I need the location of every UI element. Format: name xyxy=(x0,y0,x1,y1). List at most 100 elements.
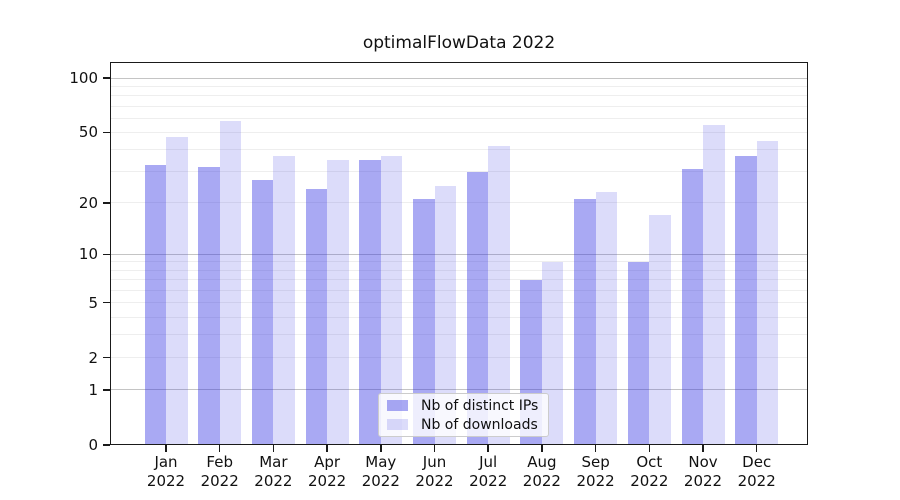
legend-swatch-icon-0 xyxy=(387,400,408,411)
bar-downloads-oct xyxy=(649,215,671,445)
bar-downloads-jan xyxy=(166,137,188,445)
x-tick-label-jul: Jul 2022 xyxy=(458,453,518,491)
x-tick-oct xyxy=(648,445,651,452)
bar-downloads-mar xyxy=(273,155,295,445)
x-tick-apr xyxy=(326,445,328,452)
x-tick-label-apr: Apr 2022 xyxy=(297,453,357,491)
x-tick-nov xyxy=(702,445,704,452)
x-label-year: 2022 xyxy=(737,472,776,490)
gridline-minor-80 xyxy=(110,95,808,97)
y-tick-5 xyxy=(103,301,110,304)
x-tick-aug xyxy=(541,445,543,452)
x-tick-mar xyxy=(272,445,275,452)
bar-distinct-ips-apr xyxy=(305,189,328,445)
gridline-minor-30 xyxy=(110,171,808,173)
x-tick-label-oct: Oct 2022 xyxy=(619,453,679,491)
x-label-year: 2022 xyxy=(200,472,239,490)
y-tick-label-0: 0 xyxy=(88,436,98,454)
x-tick-label-mar: Mar 2022 xyxy=(243,453,303,491)
y-tick-label-10: 10 xyxy=(78,245,98,264)
bar-distinct-ips-may xyxy=(359,160,381,445)
x-label-month: Oct xyxy=(636,453,663,471)
x-label-month: Sep xyxy=(581,453,610,471)
x-label-year: 2022 xyxy=(683,472,723,490)
gridline-minor-20 xyxy=(110,202,808,204)
x-tick-may xyxy=(380,445,382,452)
legend-swatch-icon-1 xyxy=(387,419,408,430)
x-tick-label-sep: Sep 2022 xyxy=(566,453,626,491)
x-label-month: Mar xyxy=(259,453,288,471)
x-label-month: Jun xyxy=(422,453,447,471)
bar-distinct-ips-dec xyxy=(735,155,757,445)
x-tick-jul xyxy=(487,445,489,452)
gridline-minor-60 xyxy=(110,117,808,119)
y-tick-50 xyxy=(103,131,110,134)
bar-distinct-ips-jun xyxy=(413,199,435,445)
gridline-major-10 xyxy=(110,253,808,255)
bar-distinct-ips-mar xyxy=(251,180,274,445)
legend-item-0: Nb of distinct IPs xyxy=(387,398,540,414)
gridline-minor-5 xyxy=(110,302,808,304)
x-label-month: Apr xyxy=(314,453,341,471)
x-tick-dec xyxy=(755,445,758,452)
x-label-month: Aug xyxy=(527,453,557,471)
x-label-month: Jan xyxy=(154,453,178,471)
gridline-minor-7 xyxy=(110,279,808,281)
x-label-month: Dec xyxy=(742,453,772,471)
gridline-minor-6 xyxy=(110,289,808,291)
legend-item-1: Nb of downloads xyxy=(387,417,540,433)
x-label-month: Nov xyxy=(688,453,718,471)
gridline-minor-40 xyxy=(110,149,808,151)
bar-downloads-may xyxy=(380,155,403,445)
legend-label-1: Nb of downloads xyxy=(421,416,538,433)
x-tick-label-dec: Dec 2022 xyxy=(727,453,787,491)
x-tick-label-jun: Jun 2022 xyxy=(405,453,465,491)
gridline-major-100 xyxy=(110,77,808,79)
x-tick-label-nov: Nov 2022 xyxy=(673,453,733,491)
bar-distinct-ips-jan xyxy=(144,164,166,445)
x-tick-label-jan: Jan 2022 xyxy=(136,453,196,491)
gridline-minor-2 xyxy=(110,357,808,359)
y-tick-label-100: 100 xyxy=(69,69,98,88)
x-tick-label-feb: Feb 2022 xyxy=(190,453,250,491)
gridline-minor-50 xyxy=(110,131,808,133)
x-tick-label-may: May 2022 xyxy=(351,453,411,491)
bar-downloads-dec xyxy=(756,140,779,445)
x-tick-sep xyxy=(594,445,597,452)
y-tick-10 xyxy=(103,253,110,256)
x-label-year: 2022 xyxy=(630,472,669,490)
x-label-year: 2022 xyxy=(415,472,454,490)
x-tick-feb xyxy=(218,445,221,452)
x-label-month: Feb xyxy=(206,453,233,471)
x-label-month: May xyxy=(365,453,397,471)
gridline-minor-4 xyxy=(110,316,808,318)
gridline-minor-9 xyxy=(110,261,808,263)
bar-distinct-ips-jul xyxy=(466,171,489,445)
bar-downloads-apr xyxy=(327,160,349,445)
gridline-minor-70 xyxy=(110,105,808,107)
bar-downloads-feb xyxy=(219,120,242,445)
x-label-year: 2022 xyxy=(576,472,615,490)
x-label-month: Jul xyxy=(479,453,498,471)
y-tick-1 xyxy=(103,389,110,391)
y-tick-100 xyxy=(103,77,110,79)
gridline-minor-90 xyxy=(110,85,808,87)
x-label-year: 2022 xyxy=(308,472,347,490)
bar-distinct-ips-nov xyxy=(681,169,703,445)
gridline-minor-8 xyxy=(110,269,808,271)
x-label-year: 2022 xyxy=(254,472,293,490)
y-tick-20 xyxy=(103,202,110,204)
bar-downloads-jul xyxy=(488,145,510,445)
chart-title: optimalFlowData 2022 xyxy=(362,33,556,53)
x-tick-label-aug: Aug 2022 xyxy=(512,453,572,491)
x-tick-jun xyxy=(433,445,436,452)
bar-distinct-ips-feb xyxy=(198,167,220,445)
y-tick-2 xyxy=(103,356,110,359)
bar-downloads-jun xyxy=(434,185,456,445)
y-tick-label-20: 20 xyxy=(78,193,98,212)
x-label-year: 2022 xyxy=(146,472,186,490)
bar-downloads-nov xyxy=(703,124,725,445)
gridline-major-1 xyxy=(110,389,808,391)
x-label-year: 2022 xyxy=(522,472,561,490)
